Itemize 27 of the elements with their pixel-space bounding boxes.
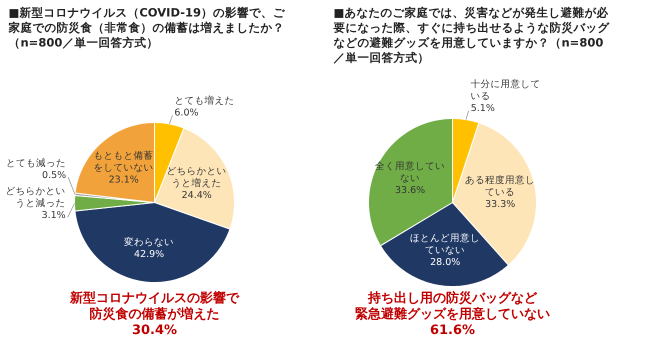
text: 61.6% [430, 323, 476, 338]
data-label: 42.9% [134, 249, 164, 260]
slice-label: もともと備蓄をしていない [94, 149, 154, 174]
data-label: 3.1% [42, 210, 66, 221]
text: 持ち出し用の防災バッグなど [367, 290, 538, 306]
text: 防災食の備蓄が増えた [90, 306, 220, 322]
data-label: 23.1% [108, 174, 139, 186]
chart-title: ■新型コロナウイルス（COVID-19）の影響で、ご家庭での防災食（非常食）の備蓄は増えましたか？（n=800／単一回答方式） [8, 6, 286, 50]
slice-label: 変わらない [124, 236, 174, 248]
slice-label: どちらかというと増えた [166, 166, 227, 189]
data-label: 6.0% [174, 108, 199, 119]
chart-title: ■あなたのご家庭では、災害などが発生し避難が必要になった際、すぐに持ち出せるような防災バッグなどの避難グッズを用意していますか？（n=800／単一回答方式） [332, 6, 610, 64]
slice-label: ある程度用意している [465, 174, 536, 198]
slice-label: とても増えた [174, 94, 234, 107]
text: 新型コロナウイルスの影響で [69, 290, 240, 306]
data-label: 33.3% [485, 199, 516, 210]
slice-label: 十分に用意している [470, 78, 541, 102]
text: 緊急避難グッズを用意していない [355, 306, 550, 322]
data-label: 5.1% [470, 103, 495, 114]
data-label: 28.0% [430, 257, 460, 268]
text: 30.4% [132, 323, 178, 338]
slice-label: とても減った [6, 156, 66, 169]
slice-label: どちらかというと減った [6, 186, 66, 209]
slice-label: ほとんど用意していない [410, 232, 480, 256]
data-label: 24.4% [182, 190, 212, 201]
data-label: 0.5% [42, 170, 66, 181]
data-label: 33.6% [395, 184, 426, 196]
